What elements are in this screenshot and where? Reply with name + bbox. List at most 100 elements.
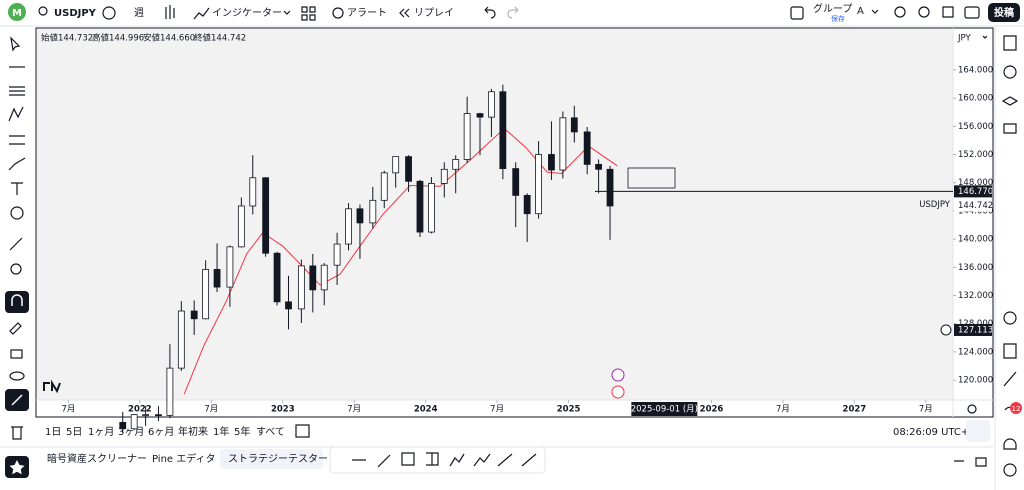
tab[interactable]: 暗号資産スクリーナー [47,452,147,465]
alert[interactable]: アラート [347,7,387,19]
x-tick-label: 2025 [557,405,581,415]
range-button[interactable]: 5年 [234,425,250,438]
chevron[interactable] [871,9,879,14]
add-alert[interactable] [940,324,952,336]
last-price-bg [954,199,992,212]
candle-body [499,91,507,170]
floating-tools[interactable] [352,452,537,468]
y-tick-label: 160.000 [958,94,993,104]
range-button[interactable]: 1日 [45,427,61,438]
magnet-icon [11,294,23,306]
candle-body [535,154,542,215]
pattern-tool[interactable] [8,106,24,122]
magnet-tool[interactable] [5,291,29,313]
chart-type-icon[interactable] [165,5,175,19]
chevron[interactable] [283,10,291,15]
sidebar-icons[interactable] [1001,35,1019,477]
lock-draw-tool[interactable] [9,322,22,335]
range-button[interactable]: 年初来 [178,425,208,438]
text-tool[interactable] [11,182,23,195]
ruler-tool[interactable] [9,237,23,251]
layout-save-icon[interactable] [790,6,804,20]
snapshot[interactable] [964,6,980,19]
symbol[interactable]: USDJPY [54,8,97,19]
chevron[interactable] [982,35,988,39]
tabs: 暗号資産スクリーナー Pine エディタ ストラテジーテスター [47,452,328,465]
y-tick-label: 136.000 [958,263,993,273]
x-tick-label: 7月 [490,405,504,415]
candle-body [237,205,245,248]
x-tick-label: 7月 [919,405,933,415]
cursor-tool[interactable] [10,36,21,52]
x-tick-label: 2026 [700,405,724,415]
range-button[interactable]: すべて [256,426,285,438]
ohlc-value: 高値144.996 [92,33,144,44]
candle-body [452,159,460,170]
candle-body [249,177,257,207]
rectangle-drawing[interactable] [627,167,676,189]
panel-controls[interactable] [954,457,987,467]
settings[interactable] [918,6,930,18]
y-tick-label: 164.000 [958,65,993,75]
undo[interactable] [484,6,496,19]
event-icon[interactable] [611,385,625,399]
event-icon[interactable] [611,368,625,382]
candle-body [213,269,221,288]
range-button[interactable]: 1ヶ月 [88,426,114,438]
x-tick-label: 7月 [347,405,361,415]
candle-body [155,414,162,417]
replay[interactable]: リプレイ [414,7,454,19]
clock[interactable]: 08:26:09 UTC+9 [893,427,976,438]
layout[interactable]: A [857,6,864,17]
x-tick-label: 7月 [204,405,218,415]
ohlc-value: 終値144.742 [194,33,246,44]
avatar-letter: M [12,8,22,19]
notification-count: 12 [1012,405,1021,413]
notification-badge [1010,402,1022,414]
save[interactable]: 保存 [831,14,845,23]
emoji-tool[interactable] [10,206,24,220]
publish-button[interactable] [988,3,1020,22]
range-button[interactable]: 1年 [213,425,229,438]
currency[interactable]: JPY [957,34,971,44]
candle-body [202,269,210,320]
fullscreen[interactable] [942,6,954,18]
replay-icon [399,8,410,18]
hide-tool[interactable] [9,371,25,381]
layout-icon[interactable] [301,6,316,21]
range-button[interactable]: 5日 [66,427,82,438]
y-tick-label: 152.000 [958,150,993,160]
publish: 投稿 [994,6,1014,19]
crosshair-y-bg [954,323,992,336]
maximize[interactable] [966,420,990,442]
delete-tool[interactable] [11,426,23,440]
range-button[interactable]: 6ヶ月 [148,426,174,438]
avatar[interactable] [8,3,26,21]
candle-body [309,265,317,291]
brush-tool[interactable] [8,157,26,171]
candle-body [416,180,424,233]
candle-body [333,243,341,266]
tab[interactable]: Pine エディタ [152,452,216,465]
add-icon[interactable] [102,6,116,20]
candle-body [512,168,520,196]
forecast-tool[interactable] [9,135,25,145]
tab[interactable]: ストラテジーテスター [228,453,328,465]
crosshair-y-label: 127.113 [958,325,993,335]
fib-tool[interactable] [9,86,25,96]
candle-body [392,156,400,174]
interval[interactable]: 週 [134,7,144,19]
indicators[interactable]: インジケーター [212,7,282,19]
goto-date[interactable] [295,424,310,438]
redo[interactable] [507,6,519,19]
quick-search[interactable] [894,6,906,18]
last-price: 144.742 [958,201,993,211]
group[interactable]: グループ [813,2,852,15]
axis-settings[interactable] [967,404,977,414]
candle-body [320,264,328,291]
zoom-tool[interactable] [10,263,22,275]
lock-tool[interactable] [10,349,23,359]
candle-body [380,172,388,201]
y-tick-label: 156.000 [958,122,993,132]
